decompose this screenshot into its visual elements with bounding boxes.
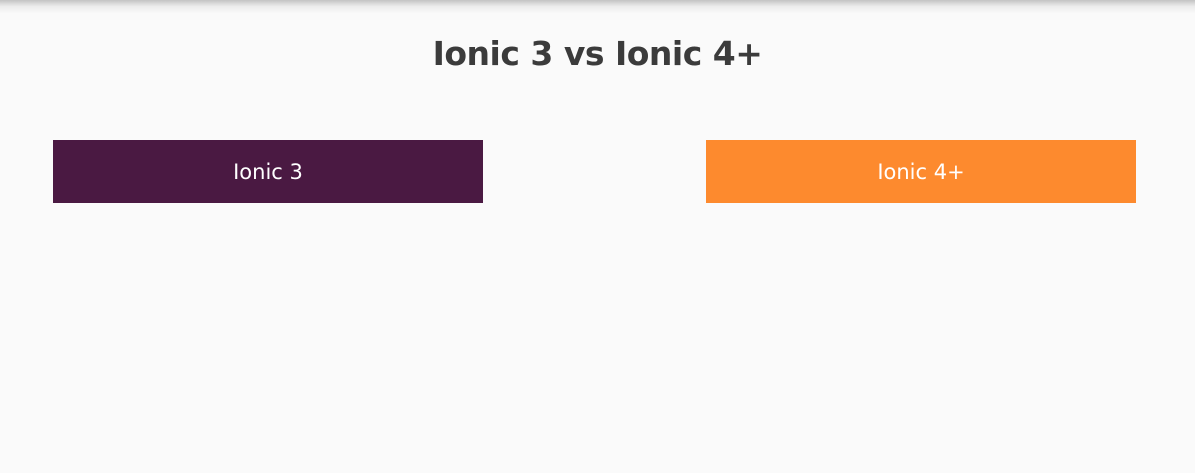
ionic-4-box: Ionic 4+ (706, 140, 1136, 203)
slide-title: Ionic 3 vs Ionic 4+ (432, 34, 763, 73)
ionic-3-box: Ionic 3 (53, 140, 483, 203)
ionic-4-label: Ionic 4+ (877, 159, 965, 184)
ionic-3-label: Ionic 3 (233, 159, 303, 184)
top-shadow (0, 0, 1195, 14)
